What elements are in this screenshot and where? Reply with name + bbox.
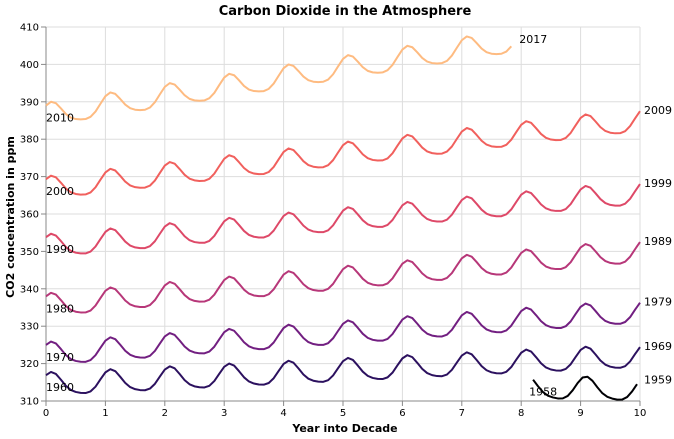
- x-tick-label: 0: [43, 408, 49, 419]
- x-tick-label: 1: [102, 408, 108, 419]
- x-tick-label: 5: [340, 408, 346, 419]
- series-end-label: 2009: [644, 104, 672, 117]
- x-tick-label: 2: [162, 408, 168, 419]
- x-tick-label: 3: [221, 408, 227, 419]
- y-tick-label: 340: [20, 284, 39, 295]
- y-tick-label: 380: [20, 135, 39, 146]
- series-end-label: 1959: [644, 373, 672, 386]
- y-tick-label: 370: [20, 172, 39, 183]
- x-tick-label: 10: [634, 408, 647, 419]
- y-tick-label: 360: [20, 210, 39, 221]
- series-line-2010s: [45, 35, 513, 121]
- series-line-1990s: [45, 183, 641, 255]
- series-start-label: 2000: [46, 185, 74, 198]
- axes: [41, 26, 641, 406]
- y-tick-label: 410: [20, 23, 39, 34]
- y-tick-label: 330: [20, 322, 39, 333]
- series-start-label: 1960: [46, 381, 74, 394]
- chart-title: Carbon Dioxide in the Atmosphere: [219, 4, 472, 19]
- series-start-label: 2010: [46, 112, 74, 125]
- series-start-label: 1980: [46, 302, 74, 315]
- x-tick-label: 4: [280, 408, 286, 419]
- series-end-label: 2017: [519, 33, 547, 46]
- x-tick-label: 8: [518, 408, 524, 419]
- series-end-label: 1979: [644, 296, 672, 309]
- series-start-label: 1970: [46, 351, 74, 364]
- series-line-1980s: [45, 241, 641, 314]
- grid-lines: [45, 26, 641, 402]
- series-line-1960s: [45, 345, 641, 395]
- series-end-label: 1999: [644, 177, 672, 190]
- series-line-2000s: [45, 110, 641, 196]
- series-lines: [45, 35, 641, 401]
- series-labels: 1958 1959 1960 1969 1970 1979 1980 1989 1990 1999…: [46, 33, 672, 399]
- y-tick-label: 350: [20, 247, 39, 258]
- y-axis-title: CO2 concentration in ppm: [4, 136, 17, 298]
- y-tick-label: 390: [20, 97, 39, 108]
- series-line-1970s: [45, 302, 641, 363]
- series-end-label: 1969: [644, 340, 672, 353]
- series-end-label: 1989: [644, 235, 672, 248]
- x-tick-label: 7: [459, 408, 465, 419]
- x-tick-label: 6: [399, 408, 405, 419]
- series-start-label: 1990: [46, 243, 74, 256]
- x-tick-label: 9: [577, 408, 583, 419]
- y-tick-label: 400: [20, 60, 39, 71]
- series-line-1950s: [532, 375, 638, 401]
- y-tick-label: 320: [20, 359, 39, 370]
- tick-labels: 0 1 2 3 4 5 6 7 8 9 10 310 320 330 340 350 360 370 380 390 4…: [20, 23, 646, 420]
- y-tick-label: 310: [20, 397, 39, 408]
- x-axis-title: Year into Decade: [291, 422, 397, 435]
- series-start-label: 1958: [529, 386, 557, 399]
